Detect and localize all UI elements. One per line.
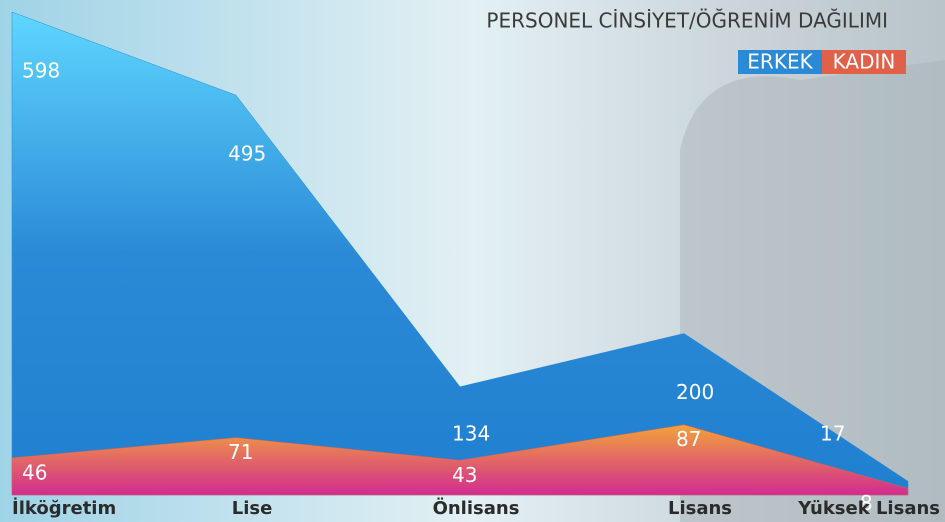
x-tick-label: İlköğretim: [12, 497, 116, 519]
x-tick-label: Önlisans: [433, 497, 520, 519]
value-label: 134: [452, 422, 490, 446]
x-tick-label: Lisans: [668, 498, 732, 519]
value-label: 71: [228, 440, 253, 464]
value-label: 17: [820, 422, 845, 446]
page: PERSONEL CİNSİYET/ÖĞRENİM DAĞILIMI ERKEK…: [0, 0, 945, 522]
legend-label: KADIN: [833, 50, 896, 74]
value-label: 46: [22, 460, 47, 484]
x-tick-label: Lise: [232, 498, 273, 519]
value-label: 200: [676, 380, 714, 404]
chart: PERSONEL CİNSİYET/ÖĞRENİM DAĞILIMI ERKEK…: [0, 0, 945, 522]
legend-label: ERKEK: [747, 50, 813, 74]
value-label: 598: [22, 59, 60, 83]
chart-title: PERSONEL CİNSİYET/ÖĞRENİM DAĞILIMI: [486, 9, 888, 33]
value-label: 87: [676, 427, 701, 451]
legend: ERKEK KADIN: [738, 50, 906, 75]
value-label: 43: [452, 463, 477, 487]
value-label: 495: [228, 142, 266, 166]
x-tick-label: Yüksek Lisans: [797, 498, 940, 519]
